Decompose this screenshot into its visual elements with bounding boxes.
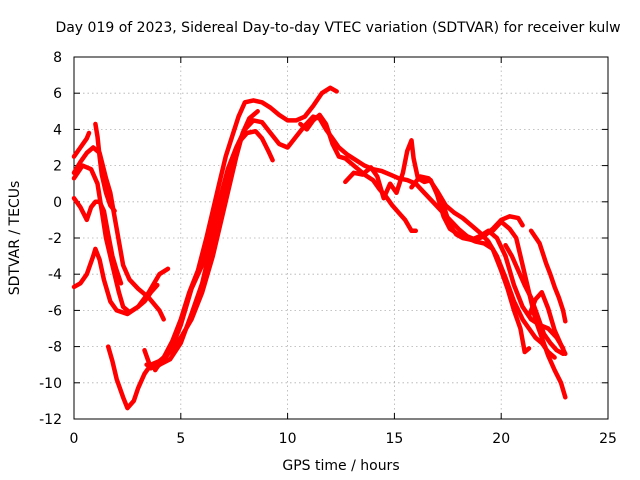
- y-tick-label: 2: [53, 159, 62, 175]
- series-line-track-13: [409, 174, 557, 360]
- series-line-track-18: [528, 228, 568, 324]
- y-tick-label: -12: [39, 412, 62, 428]
- x-tick-label: 0: [70, 431, 79, 447]
- y-tick-label: -8: [48, 340, 62, 356]
- x-tick-label: 20: [492, 431, 510, 447]
- x-tick-label: 15: [385, 431, 403, 447]
- x-tick-label: 10: [279, 431, 297, 447]
- y-tick-label: 6: [53, 86, 62, 102]
- series-line-track-11: [298, 112, 419, 234]
- series-line-track-17: [526, 290, 568, 357]
- series-line-track-8: [142, 128, 275, 371]
- axis-ticks: [73, 56, 609, 420]
- series-line-track-4: [71, 246, 171, 317]
- x-tick-label: 5: [176, 431, 185, 447]
- y-tick-label: -10: [39, 376, 62, 392]
- y-tick-label: 4: [53, 122, 62, 138]
- series-line-track-1: [71, 130, 92, 159]
- series-line-track-6: [93, 121, 117, 214]
- y-tick-label: -4: [48, 267, 62, 283]
- y-tick-label: -6: [48, 303, 62, 319]
- series-line-track-14: [441, 203, 566, 351]
- y-tick-labels: -12 -10 -8 -6 -4 -2 0 2 4 6 8: [39, 50, 62, 428]
- grid-lines: [74, 57, 608, 419]
- series-line-track-10: [144, 114, 525, 371]
- series-line-track-3: [71, 163, 160, 315]
- y-axis-label: SDTVAR / TECUs: [7, 181, 23, 296]
- chart-title: Day 019 of 2023, Sidereal Day-to-day VTE…: [55, 20, 620, 36]
- y-tick-label: 0: [53, 195, 62, 211]
- data-series: [71, 85, 568, 411]
- y-tick-label: 8: [53, 50, 62, 66]
- y-tick-label: -2: [48, 231, 62, 247]
- x-tick-label: 25: [599, 431, 617, 447]
- x-tick-labels: 0 5 10 15 20 25: [70, 431, 617, 447]
- x-axis-label: GPS time / hours: [282, 458, 399, 474]
- series-line-track-5: [71, 195, 124, 286]
